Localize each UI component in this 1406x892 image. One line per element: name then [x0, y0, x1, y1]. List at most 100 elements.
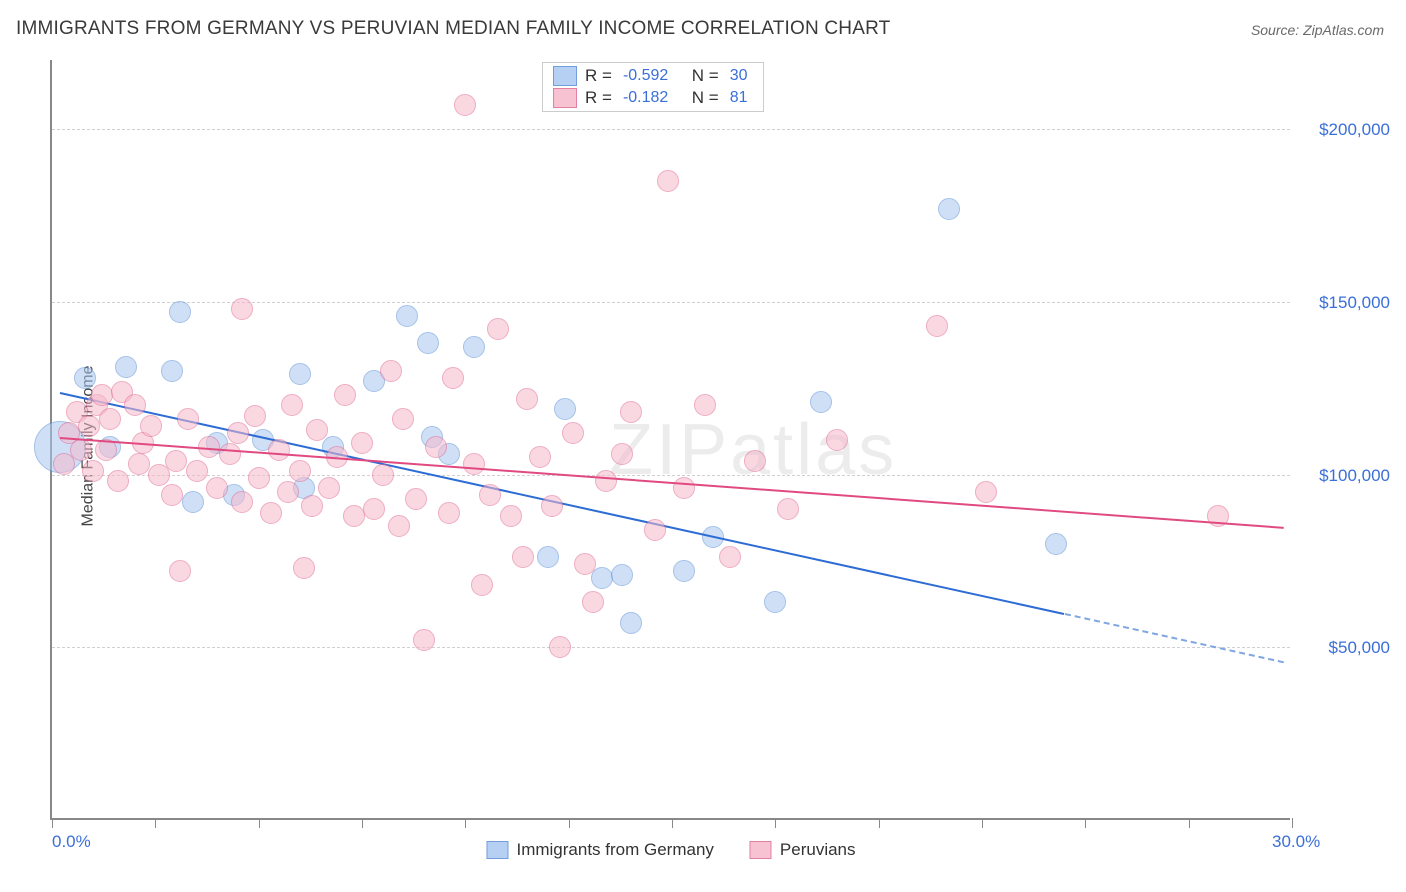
- data-point-peruvians: [363, 498, 385, 520]
- data-point-germany: [182, 491, 204, 513]
- data-point-peruvians: [777, 498, 799, 520]
- data-point-peruvians: [463, 453, 485, 475]
- data-point-peruvians: [206, 477, 228, 499]
- gridline: $100,000: [52, 475, 1290, 476]
- legend-r-label: R =: [585, 66, 612, 86]
- data-point-germany: [463, 336, 485, 358]
- data-point-peruvians: [318, 477, 340, 499]
- data-point-peruvians: [611, 443, 633, 465]
- data-point-peruvians: [574, 553, 596, 575]
- data-point-peruvians: [380, 360, 402, 382]
- data-point-peruvians: [926, 315, 948, 337]
- data-point-peruvians: [169, 560, 191, 582]
- data-point-peruvians: [582, 591, 604, 613]
- data-point-peruvians: [442, 367, 464, 389]
- y-tick-label: $100,000: [1300, 466, 1390, 486]
- data-point-peruvians: [306, 419, 328, 441]
- data-point-peruvians: [826, 429, 848, 451]
- legend-row-germany: R =-0.592 N =30: [543, 65, 763, 87]
- data-point-peruvians: [244, 405, 266, 427]
- scatter-plot-area: ZIPatlas R =-0.592 N =30R =-0.182 N =81 …: [50, 60, 1290, 820]
- data-point-germany: [810, 391, 832, 413]
- data-point-peruvians: [644, 519, 666, 541]
- data-point-peruvians: [562, 422, 584, 444]
- x-tick: [879, 818, 880, 828]
- data-point-peruvians: [413, 629, 435, 651]
- x-max-label: 30.0%: [1272, 832, 1390, 852]
- gridline: $200,000: [52, 129, 1290, 130]
- data-point-germany: [169, 301, 191, 323]
- gridline: $50,000: [52, 647, 1290, 648]
- data-point-peruvians: [388, 515, 410, 537]
- legend-r-value: -0.182: [623, 89, 668, 107]
- data-point-peruvians: [351, 432, 373, 454]
- legend-item-peruvians: Peruvians: [750, 840, 856, 860]
- data-point-peruvians: [289, 460, 311, 482]
- data-point-peruvians: [260, 502, 282, 524]
- data-point-peruvians: [165, 450, 187, 472]
- x-tick: [52, 818, 53, 828]
- data-point-germany: [289, 363, 311, 385]
- legend-n-label: N =: [682, 66, 718, 86]
- legend-n-label: N =: [682, 88, 718, 108]
- x-tick: [982, 818, 983, 828]
- data-point-peruvians: [231, 491, 253, 513]
- data-point-germany: [611, 564, 633, 586]
- data-point-peruvians: [107, 470, 129, 492]
- data-point-peruvians: [541, 495, 563, 517]
- trend-line: [60, 437, 1284, 529]
- legend-label: Peruvians: [780, 840, 856, 860]
- data-point-peruvians: [454, 94, 476, 116]
- data-point-peruvians: [657, 170, 679, 192]
- data-point-peruvians: [425, 436, 447, 458]
- data-point-peruvians: [372, 464, 394, 486]
- legend-row-peruvians: R =-0.182 N =81: [543, 87, 763, 109]
- data-point-peruvians: [227, 422, 249, 444]
- x-tick: [569, 818, 570, 828]
- data-point-peruvians: [471, 574, 493, 596]
- data-point-germany: [554, 398, 576, 420]
- data-point-peruvians: [487, 318, 509, 340]
- data-point-peruvians: [248, 467, 270, 489]
- data-point-peruvians: [186, 460, 208, 482]
- data-point-germany: [417, 332, 439, 354]
- x-tick: [1085, 818, 1086, 828]
- data-point-peruvians: [70, 439, 92, 461]
- data-point-peruvians: [334, 384, 356, 406]
- data-point-peruvians: [405, 488, 427, 510]
- legend-label: Immigrants from Germany: [516, 840, 713, 860]
- x-tick: [362, 818, 363, 828]
- data-point-peruvians: [438, 502, 460, 524]
- x-tick: [1189, 818, 1190, 828]
- data-point-germany: [1045, 533, 1067, 555]
- trend-line: [1064, 613, 1283, 663]
- x-tick: [1292, 818, 1293, 828]
- data-point-germany: [161, 360, 183, 382]
- legend-swatch: [486, 841, 508, 859]
- data-point-peruvians: [219, 443, 241, 465]
- data-point-germany: [115, 356, 137, 378]
- data-point-peruvians: [231, 298, 253, 320]
- x-tick: [465, 818, 466, 828]
- data-point-peruvians: [512, 546, 534, 568]
- data-point-peruvians: [694, 394, 716, 416]
- legend-item-germany: Immigrants from Germany: [486, 840, 713, 860]
- x-tick: [672, 818, 673, 828]
- data-point-peruvians: [673, 477, 695, 499]
- data-point-germany: [537, 546, 559, 568]
- data-point-peruvians: [277, 481, 299, 503]
- y-tick-label: $200,000: [1300, 120, 1390, 140]
- data-point-peruvians: [128, 453, 150, 475]
- data-point-peruvians: [301, 495, 323, 517]
- data-point-peruvians: [744, 450, 766, 472]
- data-point-peruvians: [268, 439, 290, 461]
- data-point-peruvians: [124, 394, 146, 416]
- data-point-peruvians: [595, 470, 617, 492]
- legend-r-value: -0.592: [623, 67, 668, 85]
- chart-title: IMMIGRANTS FROM GERMANY VS PERUVIAN MEDI…: [16, 18, 890, 40]
- correlation-legend: R =-0.592 N =30R =-0.182 N =81: [542, 62, 764, 112]
- legend-swatch: [553, 88, 577, 108]
- data-point-germany: [764, 591, 786, 613]
- x-tick: [259, 818, 260, 828]
- series-legend: Immigrants from Germany Peruvians: [486, 840, 855, 860]
